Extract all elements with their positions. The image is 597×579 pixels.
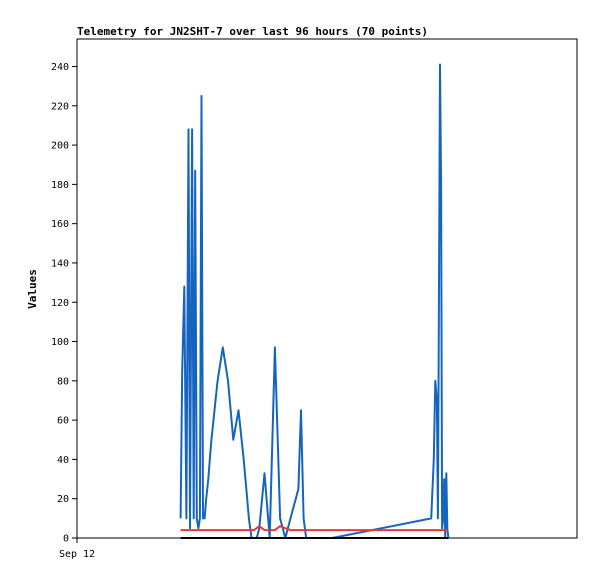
y-tick-label: 20 [57,494,69,505]
y-tick-label: 160 [51,219,69,230]
x-axis-ticks: Sep 12 [59,538,95,560]
y-tick-label: 120 [51,298,69,309]
y-tick-label: 40 [57,455,69,466]
y-tick-label: 100 [51,337,69,348]
y-tick-label: 140 [51,258,69,269]
plot-area [76,38,578,539]
y-axis-ticks: 0 20 40 60 80 100 120 140 160 180 200 220 240 [51,62,77,545]
y-tick-label: 240 [51,62,69,73]
y-axis-label: Values [26,269,39,309]
y-tick-label: 200 [51,141,69,152]
y-tick-label: 180 [51,180,69,191]
series-line-0 [179,63,450,539]
chart-title: Telemetry for JN2SHT-7 over last 96 hour… [77,25,428,38]
y-tick-label: 60 [57,416,69,427]
y-tick-label: 220 [51,101,69,112]
y-tick-label: 80 [57,376,69,387]
x-tick-label: Sep 12 [59,549,95,560]
series-layer [179,63,450,539]
series-line-1 [180,525,449,532]
y-tick-label: 0 [63,534,69,545]
